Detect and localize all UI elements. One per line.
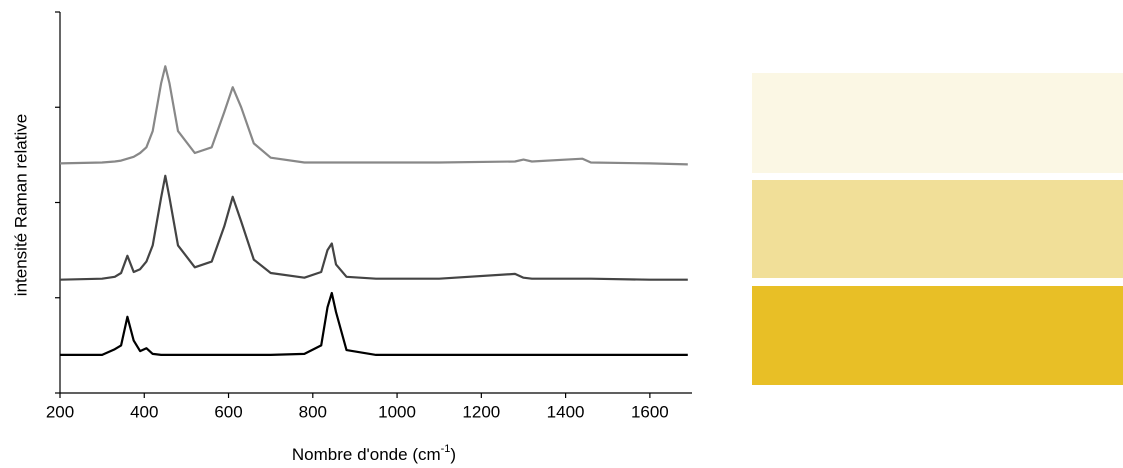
sample-swatch bbox=[752, 73, 1123, 173]
x-axis-label-text: Nombre d'onde (cm bbox=[292, 445, 441, 464]
x-tick-label: 400 bbox=[130, 402, 158, 421]
x-tick-label: 600 bbox=[214, 402, 242, 421]
x-tick-label: 1200 bbox=[462, 402, 500, 421]
spectrum-line bbox=[59, 65, 688, 166]
x-axis-label-end: ) bbox=[450, 445, 456, 464]
x-tick-label: 200 bbox=[46, 402, 74, 421]
spectrum-line bbox=[59, 174, 688, 281]
sample-swatch bbox=[752, 180, 1123, 278]
spectrum-line bbox=[60, 291, 688, 356]
x-tick-label: 1400 bbox=[547, 402, 585, 421]
x-tick-label: 1000 bbox=[378, 402, 416, 421]
x-tick-label: 1600 bbox=[631, 402, 669, 421]
y-axis-label: intensité Raman relative bbox=[11, 114, 30, 296]
x-tick-label: 800 bbox=[299, 402, 327, 421]
sample-swatch bbox=[752, 286, 1123, 385]
x-axis-label-sup: -1 bbox=[441, 443, 451, 455]
x-axis-label: Nombre d'onde (cm-1) bbox=[292, 443, 456, 465]
